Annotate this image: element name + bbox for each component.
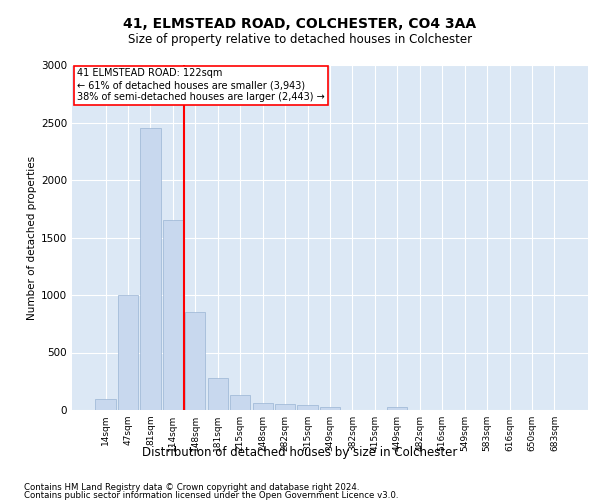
- Text: Size of property relative to detached houses in Colchester: Size of property relative to detached ho…: [128, 32, 472, 46]
- Text: Distribution of detached houses by size in Colchester: Distribution of detached houses by size …: [142, 446, 458, 459]
- Bar: [275, 404, 295, 410]
- Bar: [320, 406, 340, 410]
- Bar: [387, 406, 407, 410]
- Bar: [140, 128, 161, 410]
- Bar: [298, 406, 317, 410]
- Bar: [95, 398, 116, 410]
- Bar: [163, 220, 183, 410]
- Bar: [118, 295, 138, 410]
- Text: 41 ELMSTEAD ROAD: 122sqm
← 61% of detached houses are smaller (3,943)
38% of sem: 41 ELMSTEAD ROAD: 122sqm ← 61% of detach…: [77, 68, 325, 102]
- Text: 41, ELMSTEAD ROAD, COLCHESTER, CO4 3AA: 41, ELMSTEAD ROAD, COLCHESTER, CO4 3AA: [124, 18, 476, 32]
- Y-axis label: Number of detached properties: Number of detached properties: [27, 156, 37, 320]
- Bar: [253, 403, 273, 410]
- Bar: [208, 378, 228, 410]
- Text: Contains public sector information licensed under the Open Government Licence v3: Contains public sector information licen…: [24, 490, 398, 500]
- Text: Contains HM Land Registry data © Crown copyright and database right 2024.: Contains HM Land Registry data © Crown c…: [24, 484, 359, 492]
- Bar: [185, 312, 205, 410]
- Bar: [230, 395, 250, 410]
